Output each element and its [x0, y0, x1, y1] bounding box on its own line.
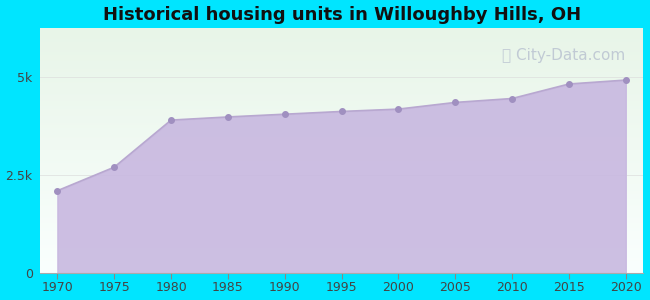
Title: Historical housing units in Willoughby Hills, OH: Historical housing units in Willoughby H…	[103, 6, 580, 24]
Text: ⓘ City-Data.com: ⓘ City-Data.com	[502, 47, 625, 62]
